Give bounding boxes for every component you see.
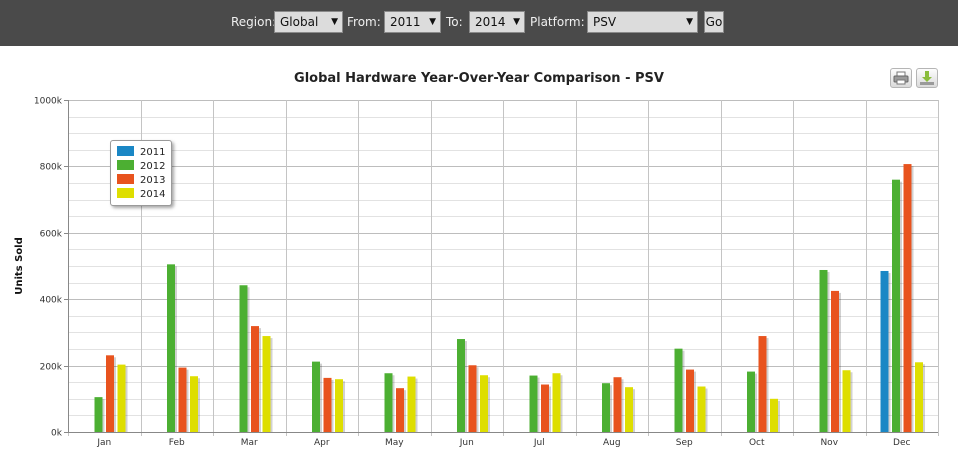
to-label: To: <box>446 15 463 29</box>
bar <box>903 164 912 433</box>
bar <box>106 355 114 432</box>
chart-legend: 2011 2012 2013 2014 <box>110 140 172 206</box>
bar <box>529 375 538 432</box>
bar <box>251 326 259 432</box>
legend-label: 2014 <box>140 189 166 200</box>
bar <box>312 361 320 432</box>
region-label: Region: <box>231 15 277 29</box>
legend-item: 2013 <box>117 174 171 188</box>
download-icon <box>920 71 934 85</box>
bar <box>239 285 248 432</box>
legend-swatch <box>117 174 134 184</box>
bar <box>613 377 622 432</box>
filter-toolbar: Region: Global ▼ From: 2011 ▼ To: 2014 ▼… <box>0 0 958 46</box>
legend-label: 2013 <box>140 175 166 186</box>
bar <box>674 348 683 432</box>
x-tick-label: Nov <box>820 438 838 448</box>
to-select-value: 2014 <box>475 15 506 29</box>
bar <box>552 373 561 432</box>
y-tick-label: 600k <box>40 230 63 240</box>
chevron-down-icon: ▼ <box>686 17 693 27</box>
bar <box>407 376 416 432</box>
bar <box>117 364 126 432</box>
bar <box>697 386 706 432</box>
x-tick-label: Aug <box>603 438 621 448</box>
x-tick-label: Mar <box>241 438 258 448</box>
bar <box>880 270 889 432</box>
go-button[interactable]: Go <box>704 11 724 33</box>
platform-label: Platform: <box>530 15 585 29</box>
from-select[interactable]: 2011 ▼ <box>384 11 441 33</box>
x-tick-label: Jul <box>533 438 545 448</box>
print-button[interactable] <box>890 68 912 88</box>
x-tick-label: May <box>385 438 404 448</box>
bar <box>262 336 271 432</box>
y-axis-title: Units Sold <box>14 237 25 295</box>
bar <box>686 369 694 432</box>
bar <box>625 387 633 432</box>
bar <box>541 384 549 432</box>
bar <box>323 377 332 432</box>
y-tick-label: 200k <box>40 363 63 373</box>
print-icon <box>893 71 909 85</box>
bar <box>831 290 839 432</box>
bar <box>396 388 404 432</box>
y-tick-label: 400k <box>40 296 63 306</box>
y-tick-label: 800k <box>40 163 63 173</box>
legend-swatch <box>117 188 134 198</box>
x-tick-label: Feb <box>169 438 185 448</box>
bar <box>480 375 488 432</box>
export-button[interactable] <box>916 68 938 88</box>
platform-select-value: PSV <box>593 15 617 29</box>
from-label: From: <box>347 15 381 29</box>
bar <box>335 379 343 432</box>
legend-swatch <box>117 160 134 170</box>
to-select[interactable]: 2014 ▼ <box>469 11 525 33</box>
legend-item: 2012 <box>117 160 171 174</box>
bar <box>190 376 198 432</box>
region-select-value: Global <box>280 15 319 29</box>
x-tick-label: Apr <box>314 438 330 448</box>
y-tick-label: 0k <box>51 429 63 439</box>
bar <box>468 365 477 432</box>
region-select[interactable]: Global ▼ <box>274 11 343 33</box>
bar <box>747 371 755 432</box>
x-tick-label: Sep <box>676 438 693 448</box>
from-select-value: 2011 <box>390 15 421 29</box>
x-tick-label: Dec <box>893 438 910 448</box>
bar <box>842 370 851 432</box>
bar <box>758 336 767 432</box>
bar <box>167 264 175 432</box>
x-tick-label: Jun <box>459 438 474 448</box>
legend-label: 2011 <box>140 147 166 158</box>
chevron-down-icon: ▼ <box>429 17 436 27</box>
bar <box>602 383 610 432</box>
bar <box>178 367 187 432</box>
bar <box>892 179 900 432</box>
bar <box>94 397 103 432</box>
bar <box>819 269 828 432</box>
y-tick-label: 1000k <box>34 97 63 107</box>
platform-select[interactable]: PSV ▼ <box>587 11 698 33</box>
x-tick-label: Oct <box>749 438 765 448</box>
chevron-down-icon: ▼ <box>331 17 338 27</box>
legend-label: 2012 <box>140 161 166 172</box>
bar <box>915 362 923 432</box>
legend-swatch <box>117 146 134 156</box>
bar <box>384 373 393 432</box>
bar <box>770 398 778 432</box>
legend-item: 2011 <box>117 146 171 160</box>
chart-title: Global Hardware Year-Over-Year Compariso… <box>294 71 664 86</box>
bar <box>457 339 465 432</box>
legend-item: 2014 <box>117 188 171 202</box>
x-tick-label: Jan <box>96 438 111 448</box>
chevron-down-icon: ▼ <box>513 17 520 27</box>
